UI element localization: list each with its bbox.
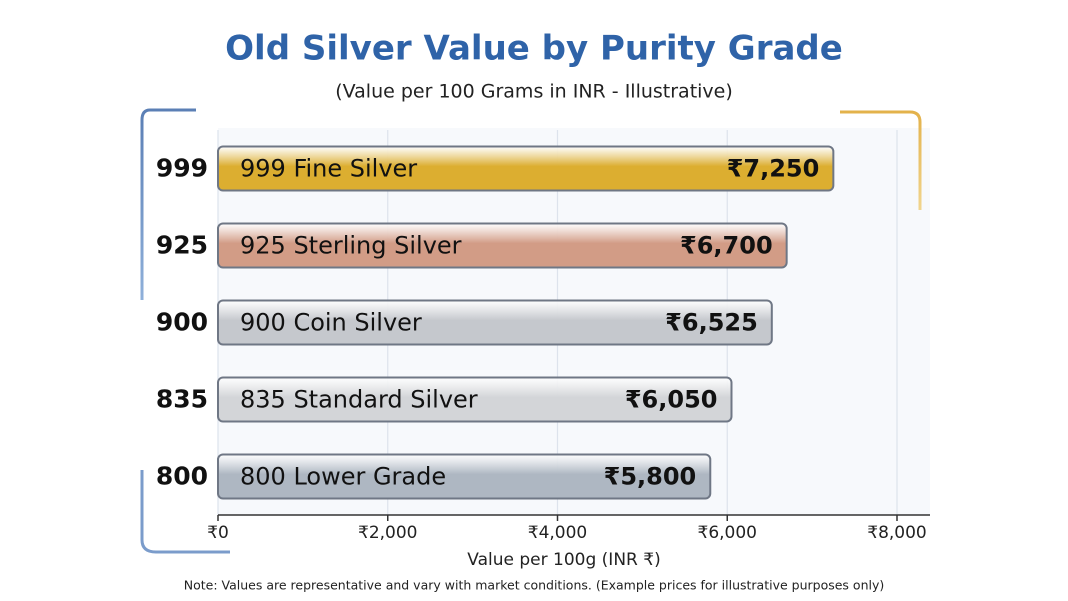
frame-decoration <box>840 110 922 210</box>
bar <box>217 376 733 423</box>
bar <box>217 453 712 500</box>
value-label: ₹6,050 <box>625 386 718 414</box>
y-tick-label: 999 <box>156 154 208 183</box>
x-axis-label: Value per 100g (INR ₹) <box>467 550 660 570</box>
frame-decoration <box>140 108 196 300</box>
y-tick-label: 900 <box>156 308 208 337</box>
bar <box>217 299 773 346</box>
frame-decoration <box>140 470 230 554</box>
bar-label: 900 Coin Silver <box>240 309 422 337</box>
y-tick-label: 800 <box>156 462 208 491</box>
x-tick-label: ₹0 <box>207 523 229 543</box>
x-tick-label: ₹6,000 <box>698 523 757 543</box>
y-tick-label: 835 <box>156 385 208 414</box>
bar-label: 800 Lower Grade <box>240 463 446 491</box>
y-tick-label: 925 <box>156 231 208 260</box>
footnote: Note: Values are representative and vary… <box>184 578 885 593</box>
x-tick-label: ₹2,000 <box>358 523 417 543</box>
bar-label: 835 Standard Silver <box>240 386 478 414</box>
value-label: ₹5,800 <box>604 463 697 491</box>
bar-label: 999 Fine Silver <box>240 155 417 183</box>
x-tick-label: ₹4,000 <box>528 523 587 543</box>
x-tick-label: ₹8,000 <box>867 523 926 543</box>
bar <box>217 145 835 192</box>
value-label: ₹6,525 <box>665 309 758 337</box>
bar-label: 925 Sterling Silver <box>240 232 462 260</box>
value-label: ₹6,700 <box>680 232 773 260</box>
chart-title: Old Silver Value by Purity Grade <box>225 29 843 69</box>
chart-subtitle: (Value per 100 Grams in INR - Illustrati… <box>335 81 733 103</box>
bar <box>217 222 788 269</box>
value-label: ₹7,250 <box>727 155 820 183</box>
